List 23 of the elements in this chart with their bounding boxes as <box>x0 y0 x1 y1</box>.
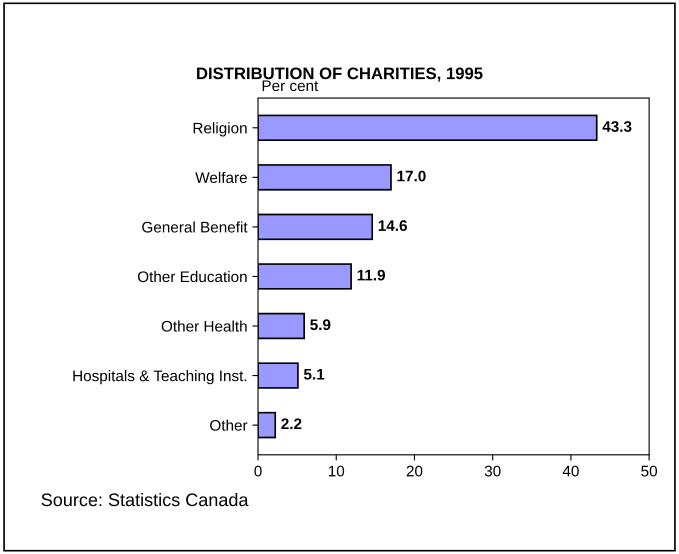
x-tick-label: 30 <box>484 466 501 476</box>
y-tick-label: Hospitals & Teaching Inst. <box>73 370 246 384</box>
data-label: 43.3 <box>602 121 632 132</box>
data-label: 14.6 <box>378 220 407 231</box>
x-axis-title: Per cent <box>262 80 318 92</box>
y-tick-label: Other <box>210 420 248 431</box>
x-tick-label: 50 <box>641 466 658 476</box>
data-label: 2.2 <box>281 418 302 430</box>
data-label: 11.9 <box>358 270 385 281</box>
y-tick-label: Welfare <box>195 172 247 184</box>
y-tick-label: Other Education <box>138 270 247 282</box>
data-label: 5.9 <box>310 319 330 330</box>
data-label: 17.0 <box>398 170 426 182</box>
y-tick-label: General Benefit <box>142 221 248 233</box>
chart-title: DISTRIBUTION OF CHARITIES, 1995 <box>197 67 483 82</box>
x-tick-label: 0 <box>254 466 262 476</box>
x-tick-label: 40 <box>562 466 579 476</box>
x-tick-label: 10 <box>328 466 344 476</box>
data-label: 5.1 <box>304 368 324 380</box>
y-tick-label: Religion <box>194 122 247 136</box>
y-tick-label: Other Health <box>162 320 247 332</box>
source-note: Source: Statistics Canada <box>42 492 248 506</box>
x-tick-label: 20 <box>406 466 422 476</box>
